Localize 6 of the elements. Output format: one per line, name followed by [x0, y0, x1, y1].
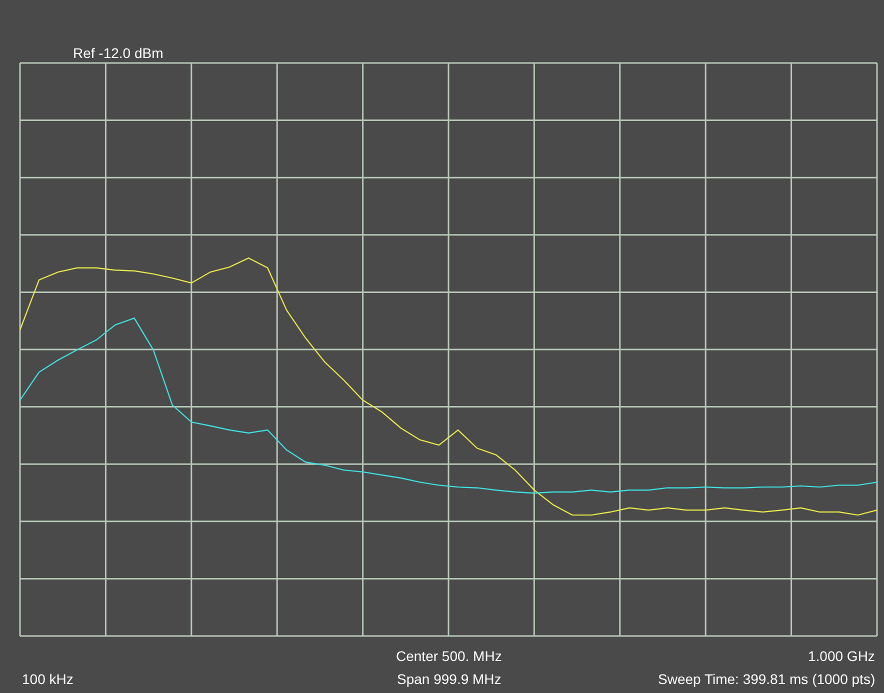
- text: Center 500. MHz: [396, 648, 502, 664]
- text: Span 999.9 MHz: [397, 671, 502, 687]
- text: Sweep Time: 399.81 ms (1000 pts): [658, 671, 876, 687]
- text: Ref -12.0 dBm: [73, 45, 164, 61]
- text: 100 kHz: [22, 671, 74, 687]
- text: 1.000 GHz: [808, 648, 875, 664]
